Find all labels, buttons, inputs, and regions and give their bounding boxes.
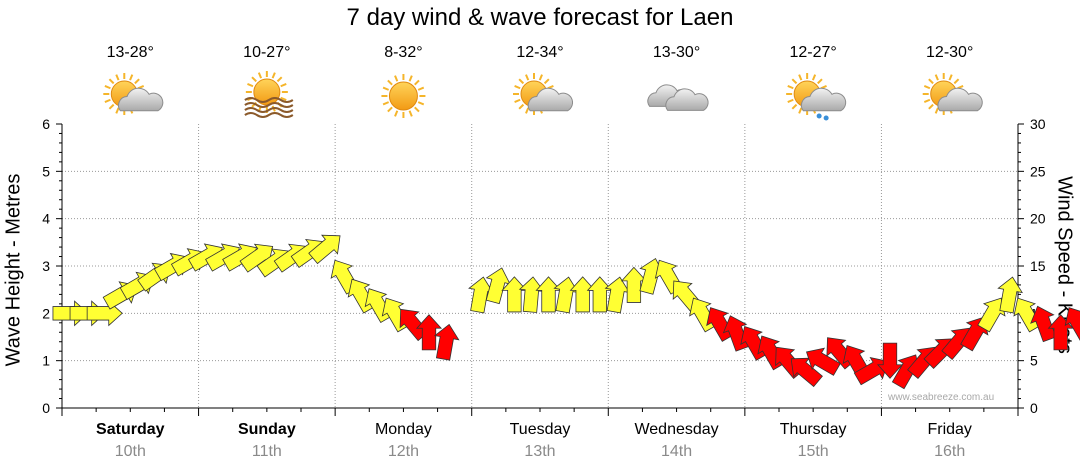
sun-icon [381,74,426,118]
day-temp-range: 13-30° [652,44,701,61]
left-tick-label: 4 [42,211,50,227]
day-date-label: 11th [251,443,282,460]
wind-arrow [415,314,443,351]
day-date-label: 14th [660,443,693,460]
wind-arrow [308,234,341,265]
day-date-label: 10th [114,443,146,460]
left-tick-label: 5 [42,163,50,179]
wind-arrow [485,267,511,305]
day-name-label: Monday [374,421,432,438]
wind-arrow [535,276,562,313]
wind-arrow [876,342,904,379]
cloud-icon [647,84,709,111]
right-tick-label: 5 [1030,353,1038,369]
sun-cloud-icon [922,73,983,115]
right-tick-label: 25 [1030,163,1046,179]
wind-arrow [790,357,823,388]
watermark: www.seabreeze.com.au [888,392,995,403]
wind-arrow [997,276,1023,314]
day-temp-range: 12-34° [516,44,564,61]
wind-arrow [433,323,460,361]
right-tick-label: 30 [1030,116,1046,132]
day-date-label: 12th [387,443,419,460]
left-tick-label: 1 [42,353,50,369]
day-name-label: Tuesday [509,421,571,438]
day-temp-range: 13-28° [106,44,154,61]
chart-title: 7 day wind & wave forecast for Laen [346,4,734,31]
wind-arrow [1064,307,1080,342]
day-name-label: Friday [927,421,972,438]
sun-cloud-icon [513,73,574,115]
wind-arrow [239,243,274,273]
day-date-label: 15th [797,443,829,460]
day-temp-range: 8-32° [384,44,423,61]
day-date-label: 16th [934,443,966,460]
wind-arrow [604,276,631,314]
right-tick-label: 20 [1030,211,1046,227]
wind-arrow [805,347,841,376]
wind-arrow [586,276,613,313]
sun-cloud-rain-icon [786,73,847,121]
day-name-label: Saturday [96,421,165,438]
left-tick-label: 3 [42,258,50,274]
wind-arrow [468,276,494,314]
sun-haze-icon [244,71,294,118]
day-name-label: Sunday [237,421,296,438]
wind-arrow [553,276,580,314]
left-tick-label: 6 [42,116,50,132]
right-tick-label: 0 [1030,400,1038,416]
day-temp-range: 12-30° [926,44,974,61]
left-tick-label: 0 [42,400,50,416]
left-tick-label: 2 [42,305,50,321]
wind-arrow [620,266,647,303]
right-tick-label: 15 [1030,258,1046,274]
day-name-label: Thursday [779,421,847,438]
day-date-label: 13th [524,443,556,460]
day-temp-range: 12-27° [789,44,837,61]
sun-cloud-icon [103,73,164,115]
wind-arrow [518,276,545,313]
wind-arrow [501,276,528,313]
wind-arrow [569,276,596,313]
day-name-label: Wednesday [634,421,719,438]
day-temp-range: 10-27° [243,44,291,61]
